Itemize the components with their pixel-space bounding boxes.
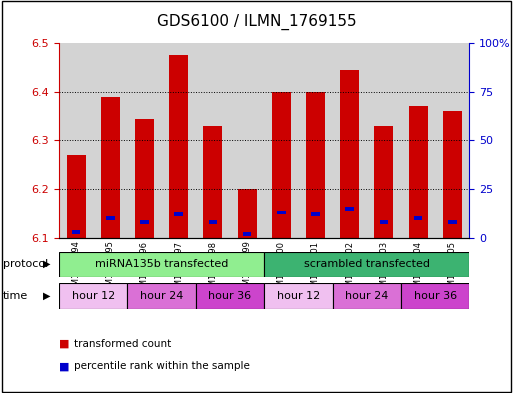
Bar [299,43,332,238]
Text: ▶: ▶ [43,290,50,301]
Bar [414,217,422,220]
Bar [196,283,264,309]
Bar [345,207,354,211]
Bar [380,220,388,224]
Bar [106,217,114,220]
Text: hour 36: hour 36 [208,291,251,301]
Bar [264,283,332,309]
Bar [340,70,359,238]
Bar [311,213,320,217]
Text: hour 24: hour 24 [345,291,388,301]
Bar [243,232,251,236]
Text: hour 36: hour 36 [413,291,457,301]
Bar [59,252,264,277]
Bar [67,155,86,238]
Text: time: time [3,290,28,301]
Bar [174,213,183,217]
Text: ■: ■ [59,361,69,371]
Bar [230,43,264,238]
Bar [135,119,154,238]
Text: protocol: protocol [3,259,48,269]
Bar [238,189,256,238]
Bar [140,220,149,224]
Text: miRNA135b transfected: miRNA135b transfected [95,259,228,269]
Bar [367,43,401,238]
Bar [264,43,299,238]
Bar [169,55,188,238]
Text: ■: ■ [59,339,69,349]
Bar [93,43,127,238]
Text: hour 12: hour 12 [277,291,320,301]
Bar [101,97,120,238]
Bar [448,220,457,224]
Bar [332,43,367,238]
Bar [127,43,162,238]
Text: hour 12: hour 12 [72,291,115,301]
Bar [277,211,286,215]
Text: transformed count: transformed count [74,339,172,349]
Bar [332,283,401,309]
Text: GDS6100 / ILMN_1769155: GDS6100 / ILMN_1769155 [156,14,357,30]
Bar [306,92,325,238]
Bar [374,126,393,238]
Bar [272,92,291,238]
Bar [59,43,93,238]
Bar [435,43,469,238]
Bar [409,107,427,238]
Bar [443,111,462,238]
Bar [264,252,469,277]
Text: ▶: ▶ [43,259,50,269]
Bar [204,126,222,238]
Bar [196,43,230,238]
Text: hour 24: hour 24 [140,291,183,301]
Bar [401,283,469,309]
Bar [162,43,196,238]
Text: percentile rank within the sample: percentile rank within the sample [74,361,250,371]
Bar [127,283,196,309]
Bar [209,220,217,224]
Text: scrambled transfected: scrambled transfected [304,259,430,269]
Bar [401,43,435,238]
Bar [72,230,81,234]
Bar [59,283,127,309]
